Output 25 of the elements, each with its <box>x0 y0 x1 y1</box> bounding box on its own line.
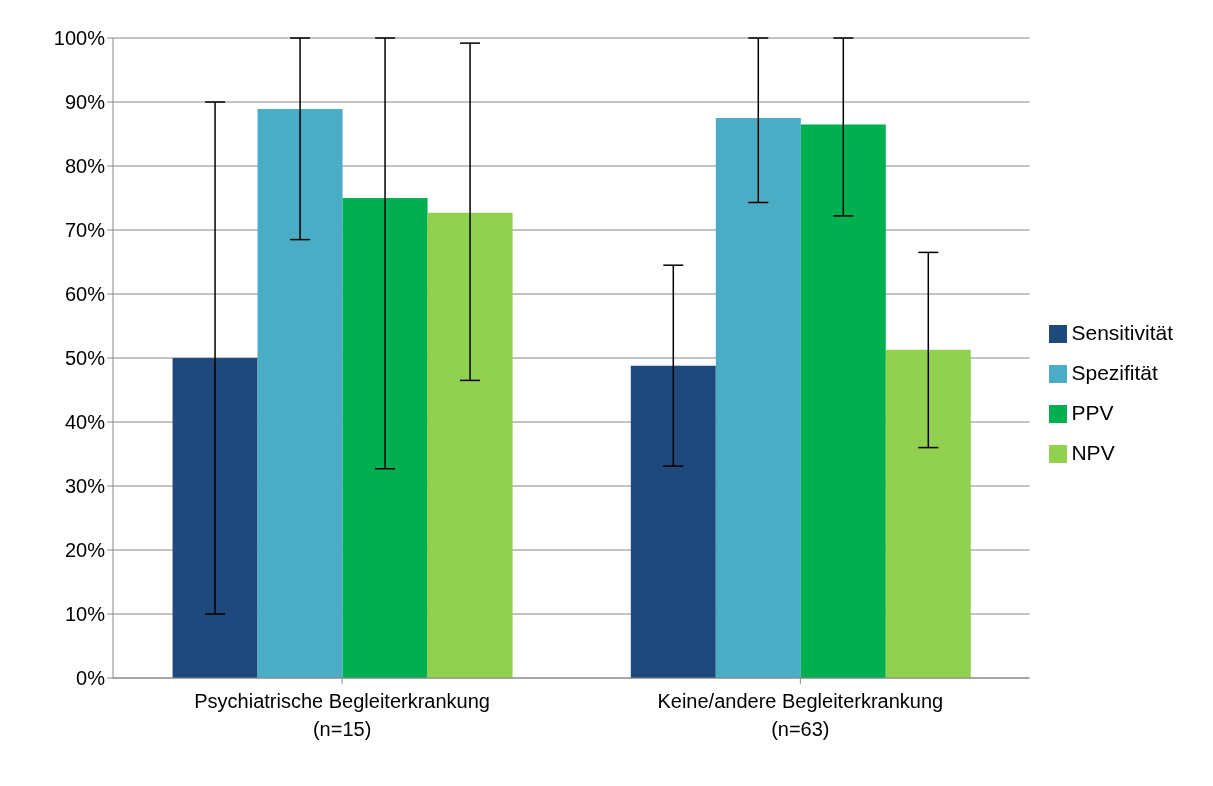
y-tick-label: 40% <box>64 411 106 434</box>
y-tick-label: 100% <box>53 27 106 50</box>
y-tick-label: 50% <box>64 347 106 370</box>
legend-label: Sensitivität <box>1071 321 1173 344</box>
legend-label: NPV <box>1071 441 1115 464</box>
legend-label: Spezifität <box>1071 361 1158 384</box>
bar <box>800 124 886 678</box>
y-tick-label: 80% <box>64 155 106 178</box>
x-tick-label: Psychiatrische Begleiterkrankung (n=15) <box>194 690 490 740</box>
legend-label: PPV <box>1071 401 1114 424</box>
bar <box>427 212 513 678</box>
bar <box>630 365 716 678</box>
y-tick-label: 30% <box>64 475 106 498</box>
y-tick-label: 10% <box>64 603 106 626</box>
y-tick-label: 90% <box>64 91 106 114</box>
y-tick-label: 20% <box>64 539 106 562</box>
bar <box>715 118 801 678</box>
y-tick-label: 70% <box>64 219 106 242</box>
bar <box>257 109 343 678</box>
bar <box>885 349 971 678</box>
bar <box>172 358 258 678</box>
x-tick-label: Keine/andere Begleiterkrankung (n=63) <box>657 690 944 740</box>
bar <box>342 198 428 678</box>
y-tick-label: 0% <box>76 667 106 690</box>
y-tick-label: 60% <box>64 283 106 306</box>
